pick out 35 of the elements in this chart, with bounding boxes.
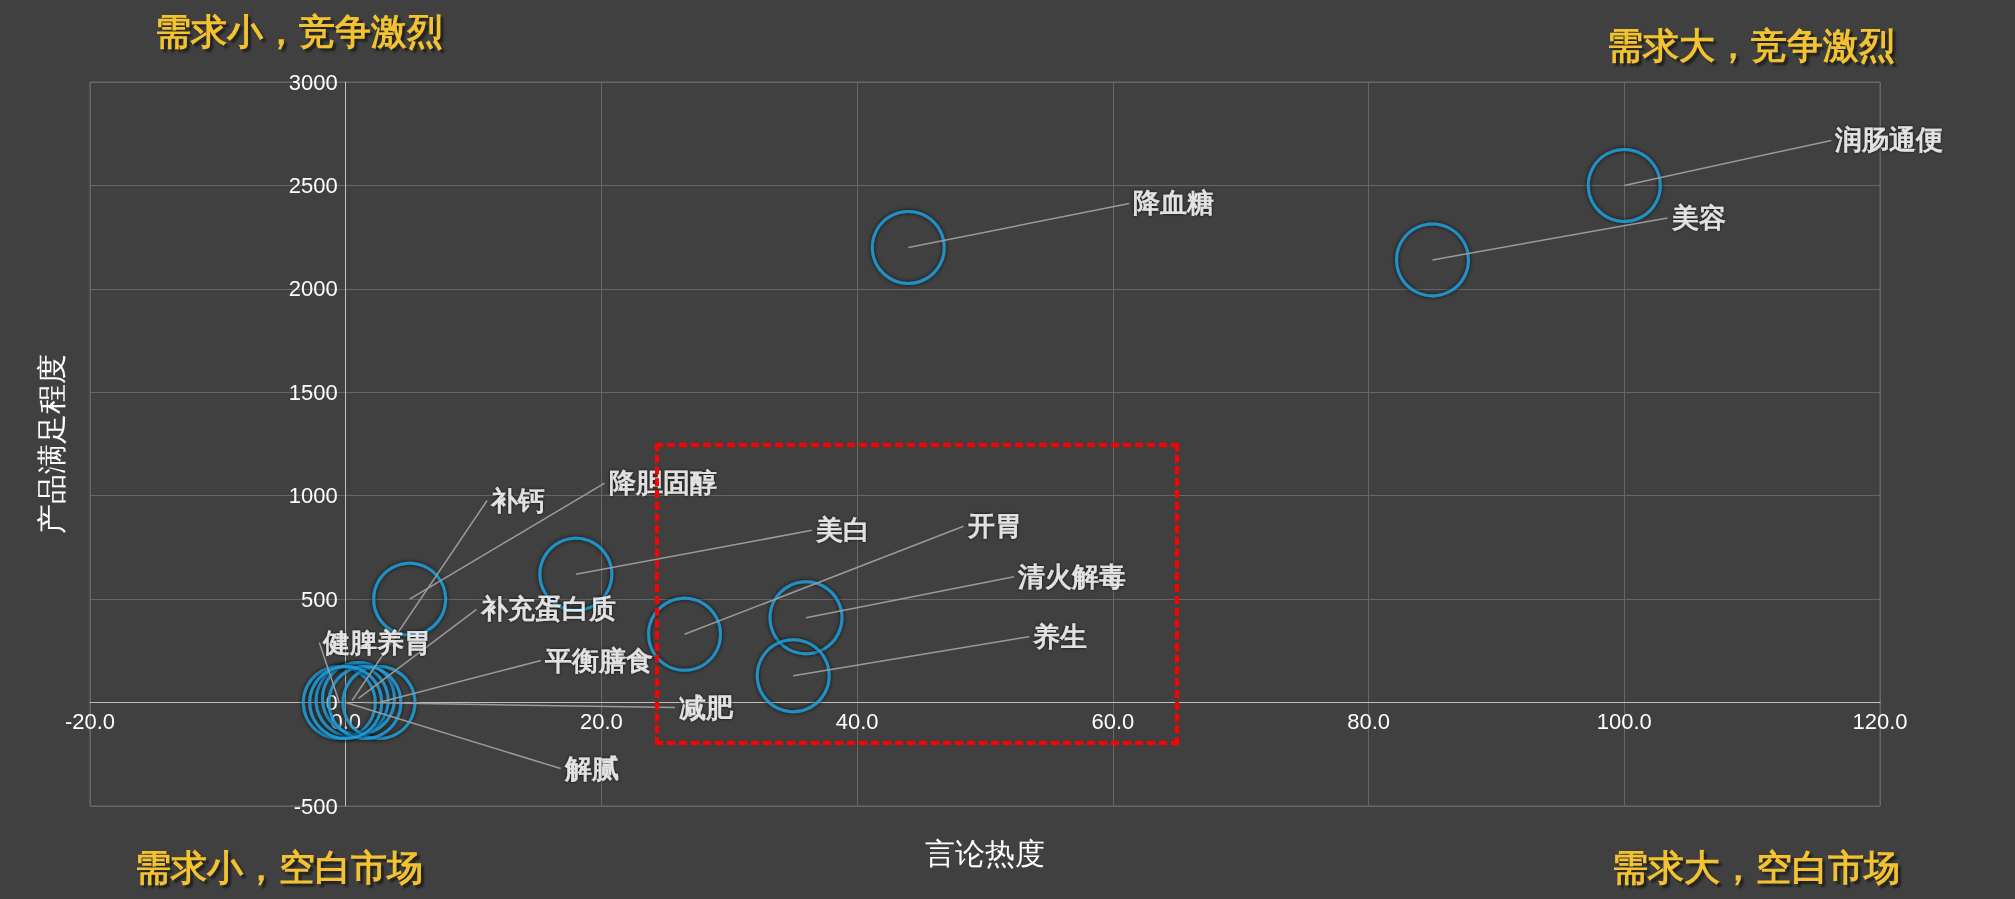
x-tick-label: 80.0 — [1347, 709, 1390, 735]
annotation: 降血糖 — [1133, 188, 1215, 219]
annotation: 养生 — [1032, 621, 1088, 652]
y-tick-label: 500 — [301, 586, 338, 612]
x-tick-label: 100.0 — [1596, 709, 1652, 735]
annotation: 润肠通便 — [1834, 125, 1944, 156]
annotation: 美白 — [814, 515, 870, 546]
x-tick-label: 40.0 — [835, 709, 879, 735]
annotation: 美容 — [1670, 202, 1726, 233]
x-tick-label: 120.0 — [1852, 709, 1908, 735]
point — [768, 580, 844, 656]
point — [1395, 222, 1470, 298]
x-tick-label: 20.0 — [580, 709, 623, 735]
annotation: 开胃 — [966, 511, 1022, 542]
x-axis-title: 言论热度 — [925, 836, 1045, 870]
y-tick-label: 3000 — [288, 69, 338, 95]
point — [1586, 147, 1662, 223]
point — [755, 638, 831, 714]
point — [870, 210, 946, 285]
y-tick-label: 1000 — [288, 483, 338, 509]
y-tick-label: 2000 — [288, 276, 338, 302]
annotation: 清火解毒 — [1017, 561, 1126, 592]
x-tick-label: 60.0 — [1091, 709, 1135, 735]
y-axis-title: 产品满足程度 — [32, 354, 70, 534]
annotation: 补钙 — [490, 485, 546, 516]
y-tick-label: -500 — [293, 793, 338, 819]
annotation: 平衡膳食 — [543, 645, 653, 676]
annotation: 解腻 — [563, 753, 619, 784]
y-tick-label: 2500 — [288, 172, 338, 198]
text: 需求小，空白市场 — [135, 846, 423, 890]
text: 需求大，竞争激烈 — [1607, 24, 1895, 68]
x-tick-label: -20.0 — [64, 709, 116, 735]
text: 需求大，空白市场 — [1612, 846, 1900, 890]
text: 需求小，竞争激烈 — [155, 10, 443, 54]
y-tick-label: 1500 — [288, 379, 338, 405]
